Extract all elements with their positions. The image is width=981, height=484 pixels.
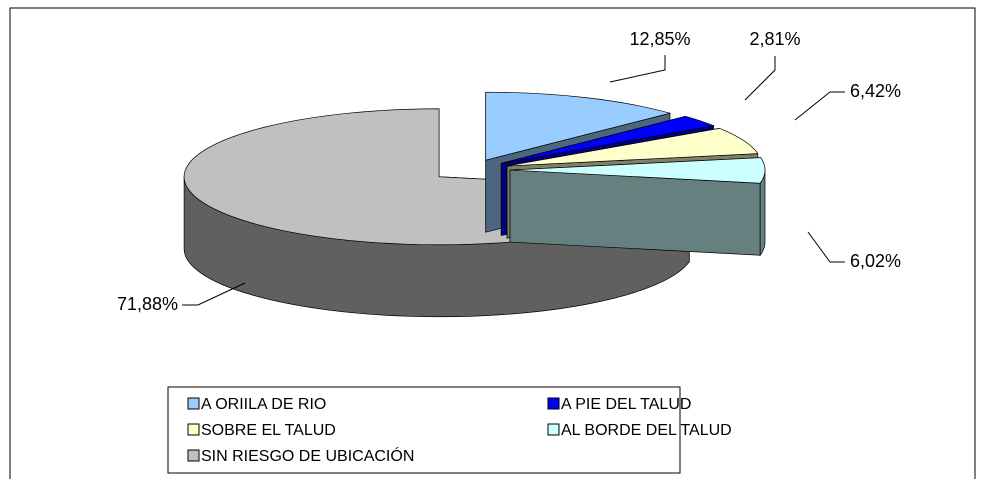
slice <box>485 91 672 161</box>
leader-line <box>182 282 246 306</box>
legend-swatch <box>547 397 560 410</box>
legend-label: A ORIILA DE RIO <box>201 396 326 413</box>
legend-label: SIN RIESGO DE UBICACIÓN <box>201 446 414 465</box>
data-label: 6,42% <box>850 81 901 101</box>
legend-label: SOBRE EL TALUD <box>201 422 336 439</box>
legend-swatch <box>547 423 560 436</box>
legend-swatch <box>187 449 200 462</box>
legend-swatch <box>187 397 200 410</box>
leader-line <box>807 231 845 263</box>
legend-swatch <box>187 423 200 436</box>
data-label: 6,02% <box>850 251 901 271</box>
leader-line <box>609 55 666 83</box>
legend-label: AL BORDE DEL TALUD <box>561 422 732 439</box>
slice <box>507 127 759 167</box>
legend-label: A PIE DEL TALUD <box>561 396 691 413</box>
legend-box <box>167 386 681 474</box>
data-label: 71,88% <box>117 294 178 314</box>
leader-line <box>794 91 845 121</box>
slice <box>509 157 766 184</box>
slice <box>501 115 715 164</box>
data-label: 2,81% <box>749 29 800 49</box>
leader-line <box>744 56 776 101</box>
slice-side <box>509 169 761 256</box>
data-label: 12,85% <box>629 29 690 49</box>
